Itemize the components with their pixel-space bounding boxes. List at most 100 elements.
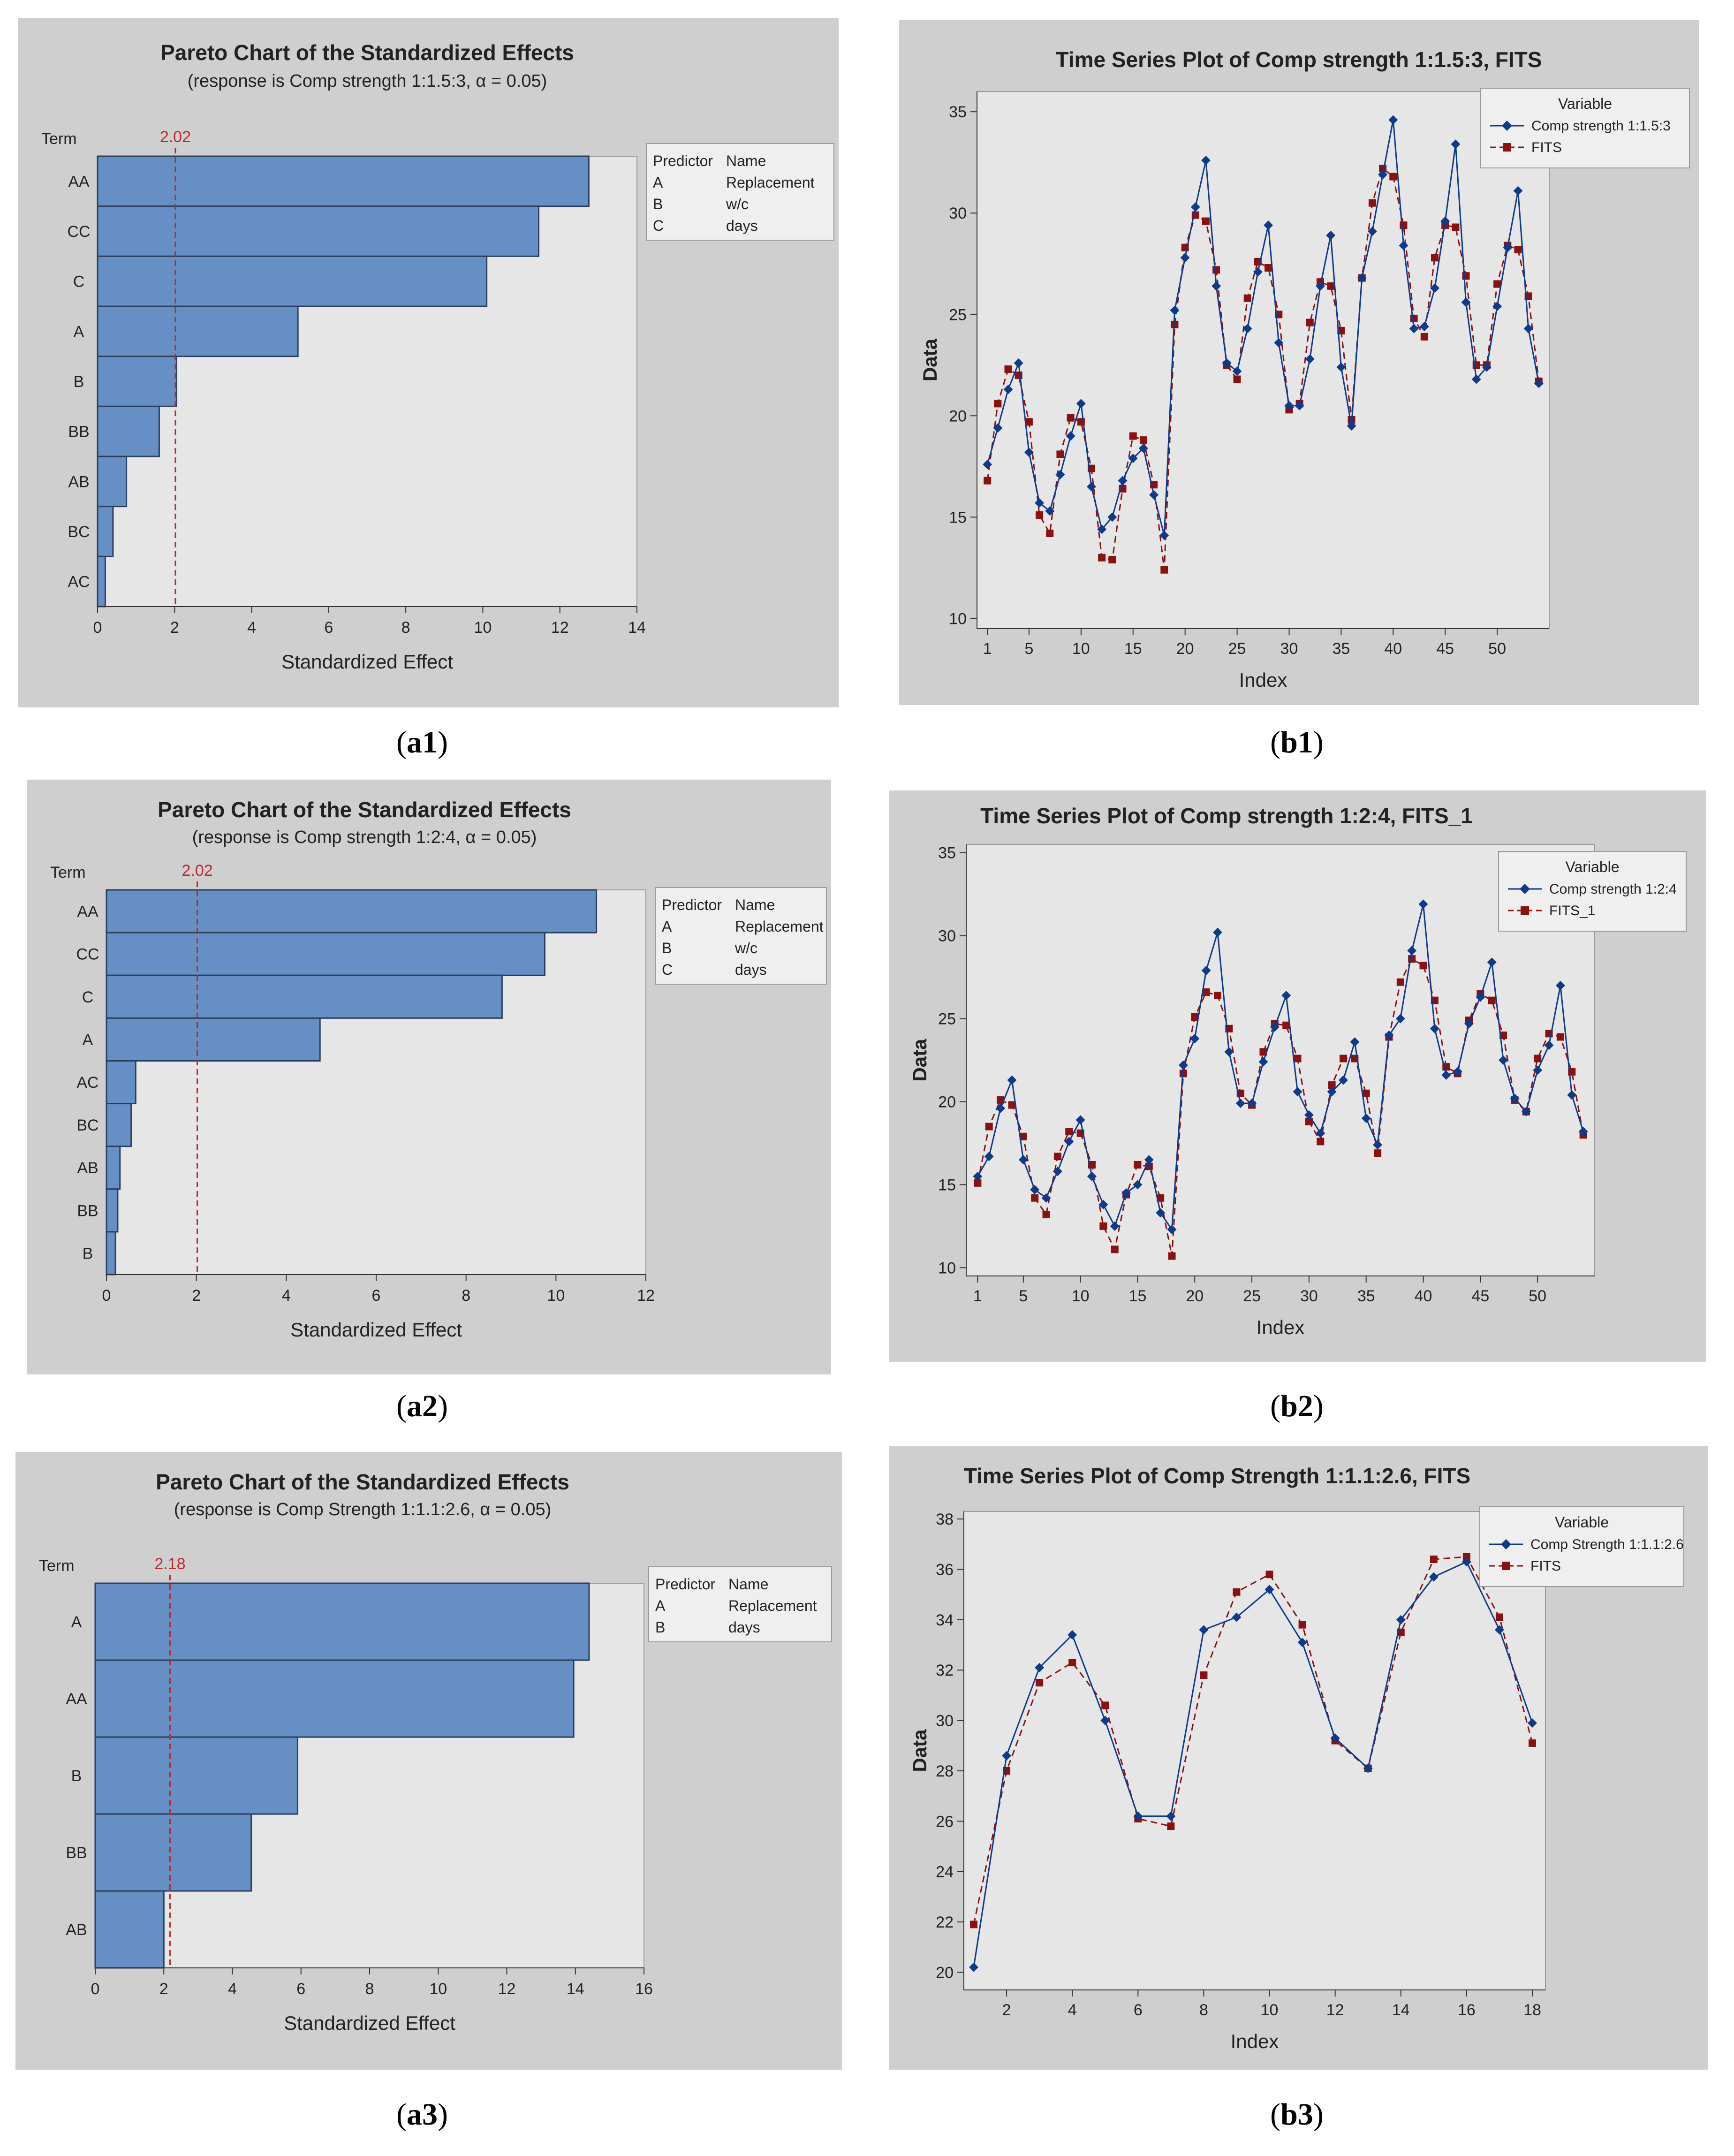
data-point-fits [1493, 280, 1501, 288]
data-point-fits [1233, 375, 1241, 383]
y-tick-label: 30 [949, 205, 967, 222]
category-label: AA [66, 1690, 87, 1708]
data-point-actual [1075, 1115, 1085, 1125]
data-point-actual [1326, 230, 1336, 240]
caption-a1: (a1) [396, 725, 448, 759]
series-line-actual [977, 904, 1584, 1232]
data-point-fits [1053, 1153, 1061, 1161]
data-point-actual [973, 1171, 983, 1181]
x-tick-label: 2 [170, 619, 179, 637]
data-point-fits [1499, 1031, 1507, 1039]
data-point-actual [1133, 1811, 1143, 1821]
category-label: B [74, 373, 84, 391]
data-point-actual [1533, 1065, 1543, 1075]
legend-header-name: Name [726, 152, 766, 169]
data-point-actual [1159, 531, 1169, 540]
category-label: A [83, 1031, 93, 1049]
data-point-actual [1265, 1585, 1274, 1594]
data-point-fits [1259, 1048, 1267, 1056]
x-tick-label: 30 [1280, 640, 1298, 658]
data-point-fits [1462, 1553, 1470, 1561]
legend-box [1479, 1506, 1684, 1587]
bar-cc [97, 205, 540, 257]
data-point-fits [1036, 1679, 1044, 1687]
y-axis-label: Data [909, 1729, 931, 1772]
caption-a3: (a3) [396, 2097, 448, 2132]
data-point-fits [1191, 1013, 1199, 1021]
data-point-actual [1461, 1557, 1471, 1567]
data-point-actual [1578, 1127, 1588, 1137]
data-point-actual [1492, 302, 1502, 311]
x-tick-label: 40 [1384, 640, 1402, 658]
x-tick-label: 8 [462, 1287, 470, 1305]
data-point-fits [1495, 1613, 1503, 1621]
plot-area [966, 844, 1595, 1276]
legend-predictor: C [662, 961, 673, 978]
data-point-fits [1452, 223, 1460, 231]
bar-aa [106, 889, 598, 934]
data-point-actual [1232, 366, 1242, 376]
data-point-fits [1374, 1149, 1382, 1157]
series-line-fits [973, 1556, 1533, 1925]
chart-title: Pareto Chart of the Standardized Effects [156, 1470, 569, 1494]
y-tick-label: 38 [936, 1511, 954, 1528]
data-point-actual [1396, 1615, 1406, 1625]
data-point-fits [1556, 1033, 1564, 1041]
data-point-actual [1476, 992, 1485, 1002]
legend-header-name: Name [728, 1576, 768, 1593]
category-label: AA [68, 173, 90, 190]
data-point-actual [1003, 385, 1013, 395]
legend-predictor: B [662, 940, 672, 957]
x-tick-label: 30 [1300, 1287, 1318, 1305]
y-axis-label: Term [39, 1557, 75, 1575]
reference-value-label: 2.02 [182, 862, 212, 880]
caption-letter: b [1280, 725, 1298, 759]
data-point-actual [1002, 1751, 1012, 1761]
chart-subtitle: (response is Comp strength 1:1.5:3, α = … [188, 71, 547, 91]
data-point-fits [974, 1179, 982, 1187]
data-point-fits [1233, 1588, 1241, 1596]
legend-series-name: FITS [1531, 140, 1562, 155]
bar-ab [106, 1146, 121, 1190]
data-point-actual [969, 1962, 979, 1972]
x-tick-label: 10 [474, 619, 492, 637]
series-line-actual [973, 1561, 1533, 1967]
x-tick-label: 14 [567, 1980, 584, 1998]
x-tick-label: 8 [1199, 2001, 1208, 2019]
x-tick-label: 12 [551, 619, 569, 637]
bar-aa [94, 1659, 575, 1738]
y-tick-label: 34 [936, 1611, 954, 1629]
data-point-fits [1068, 1659, 1076, 1667]
data-point-fits [1337, 326, 1345, 334]
bar-cc [106, 932, 545, 976]
x-tick-label: 2 [192, 1287, 201, 1305]
data-point-actual [1222, 358, 1232, 368]
x-tick-label: 16 [1458, 2001, 1476, 2019]
bar-b [106, 1231, 116, 1275]
x-tick-label: 6 [1134, 2001, 1143, 2019]
caption-number: 1 [422, 725, 438, 759]
data-point-actual [1138, 443, 1148, 453]
data-point-actual [1064, 1137, 1074, 1146]
y-axis-label: Data [919, 338, 941, 381]
data-point-actual [1367, 227, 1377, 236]
data-point-actual [1107, 512, 1117, 522]
data-point-fits [1134, 1161, 1142, 1169]
data-point-actual [1167, 1224, 1177, 1234]
chart-title: Time Series Plot of Comp Strength 1:1.1:… [964, 1464, 1470, 1488]
x-tick-label: 6 [324, 619, 333, 637]
data-point-fits [1015, 371, 1022, 379]
data-point-actual [1247, 1099, 1257, 1108]
x-tick-label: 40 [1415, 1287, 1432, 1305]
data-point-actual [1110, 1221, 1120, 1231]
y-axis-label: Term [50, 864, 86, 881]
pareto-chart-a3: Pareto Chart of the Standardized Effects… [15, 1452, 842, 2070]
chart-title: Pareto Chart of the Standardized Effects [160, 40, 574, 65]
bar-bb [97, 405, 160, 457]
data-point-actual [1409, 324, 1419, 334]
legend-marker-square [1521, 906, 1529, 915]
category-label: AA [77, 903, 98, 921]
data-point-actual [1513, 186, 1523, 196]
legend-predictor: C [653, 217, 664, 234]
x-tick-label: 14 [1392, 2001, 1410, 2019]
